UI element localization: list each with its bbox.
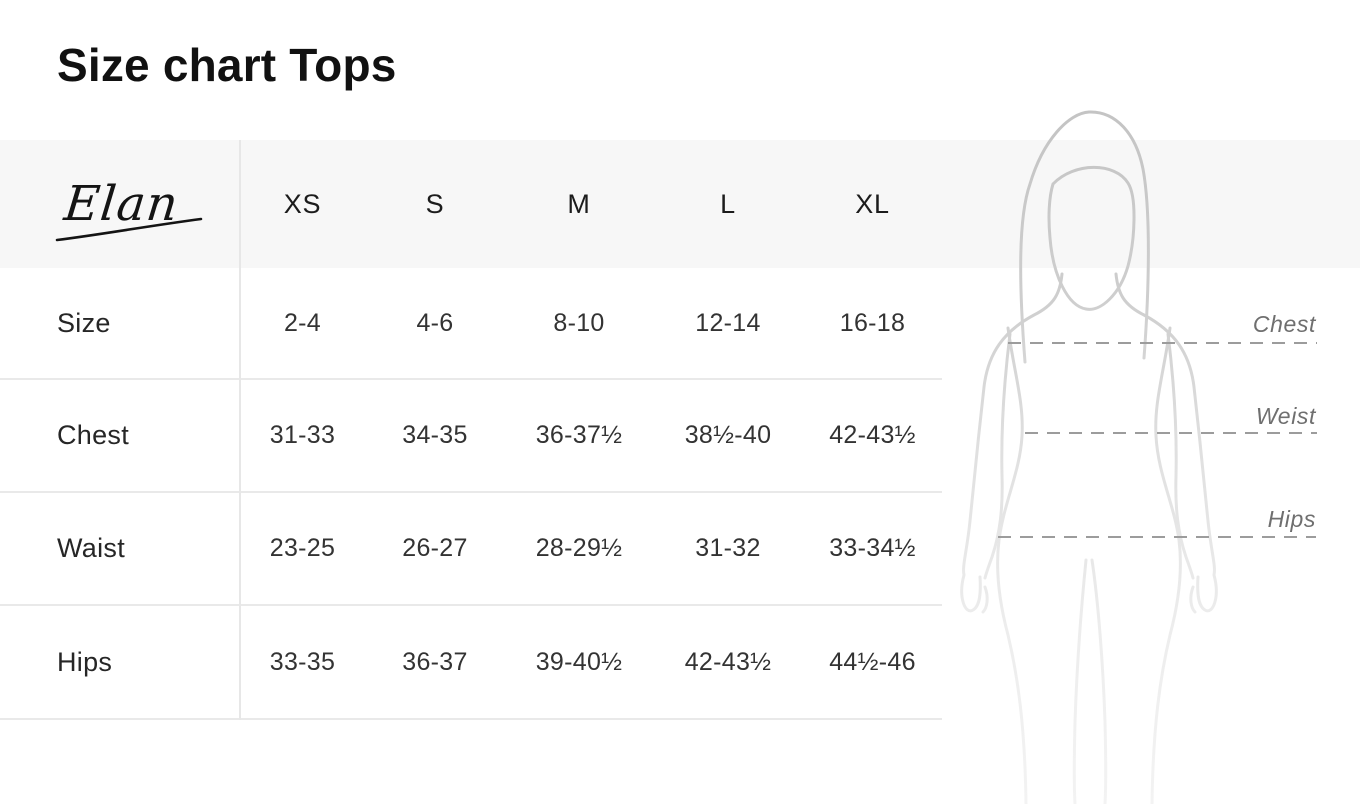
column-header-m: M <box>567 188 591 219</box>
chest-measure-label: Chest <box>1252 311 1316 337</box>
figure-inner-left-leg <box>1072 558 1088 804</box>
size-value: 4-6 <box>416 308 454 337</box>
figure-right-arm-inner <box>1166 332 1195 580</box>
table-header-row: Elan XS S M L XL <box>0 140 942 268</box>
table-row-waist: Waist 23-25 26-27 28-29½ 31-32 33-34½ <box>0 493 942 606</box>
figure-left-arm-inner <box>983 332 1012 580</box>
size-value: 2-4 <box>283 308 322 337</box>
column-header-l: L <box>720 188 736 219</box>
figure-face <box>1047 165 1136 311</box>
row-header-chest: Chest <box>57 420 130 450</box>
chest-value: 34-35 <box>402 421 468 449</box>
hips-value: 42-43½ <box>684 647 772 676</box>
chest-value: 38½-40 <box>684 421 772 449</box>
chest-value: 31-33 <box>269 421 336 449</box>
figure-right-hand <box>1189 585 1197 614</box>
figure-left-torso-leg <box>996 326 1028 804</box>
hips-value: 36-37 <box>402 647 468 676</box>
brand-logo: Elan <box>55 176 203 242</box>
hips-measure-label: Hips <box>1267 506 1316 532</box>
table-row-chest: Chest 31-33 34-35 36-37½ 38½-40 42-43½ <box>0 380 942 493</box>
brand-cell: Elan <box>0 140 240 268</box>
figure-left-arm-outer <box>960 272 1064 613</box>
chest-value: 36-37½ <box>535 421 623 449</box>
size-value: 16-18 <box>839 308 906 337</box>
page-title: Size chart Tops <box>57 39 397 91</box>
table-column-divider <box>239 140 241 720</box>
waist-value: 23-25 <box>269 534 336 562</box>
waist-value: 28-29½ <box>535 534 623 562</box>
hips-value: 33-35 <box>269 647 336 676</box>
row-header-size: Size <box>57 307 111 338</box>
table-row-hips: Hips 33-35 36-37 39-40½ 42-43½ 44½-46 <box>0 606 942 720</box>
column-header-xs: XS <box>283 188 322 219</box>
hips-value: 39-40½ <box>535 647 623 676</box>
chest-value: 42-43½ <box>829 421 916 449</box>
size-value: 8-10 <box>553 308 605 337</box>
female-body-outline-illustration <box>960 110 1317 804</box>
brand-logo-text: Elan <box>61 176 182 232</box>
column-header-s: S <box>425 188 445 219</box>
table-row-size: Size 2-4 4-6 8-10 12-14 16-18 <box>0 268 942 380</box>
waist-value: 33-34½ <box>829 534 916 562</box>
waist-measure-label: Weist <box>1255 403 1316 429</box>
waist-value: 26-27 <box>402 534 468 562</box>
column-header-xl: XL <box>855 188 890 219</box>
row-header-waist: Waist <box>57 533 125 563</box>
row-header-hips: Hips <box>57 646 113 677</box>
size-value: 12-14 <box>695 308 761 337</box>
figure-hair <box>1019 110 1150 364</box>
waist-value: 31-32 <box>695 534 761 562</box>
figure-right-torso-leg <box>1150 326 1182 804</box>
size-chart-table: Elan XS S M L XL Size 2-4 4-6 8-10 12-14… <box>0 140 942 720</box>
figure-left-hand <box>981 585 989 614</box>
figure-inner-right-leg <box>1090 558 1108 804</box>
hips-value: 44½-46 <box>829 647 916 676</box>
brand-underline-flourish <box>55 217 203 242</box>
figure-right-arm-outer <box>1114 272 1218 613</box>
